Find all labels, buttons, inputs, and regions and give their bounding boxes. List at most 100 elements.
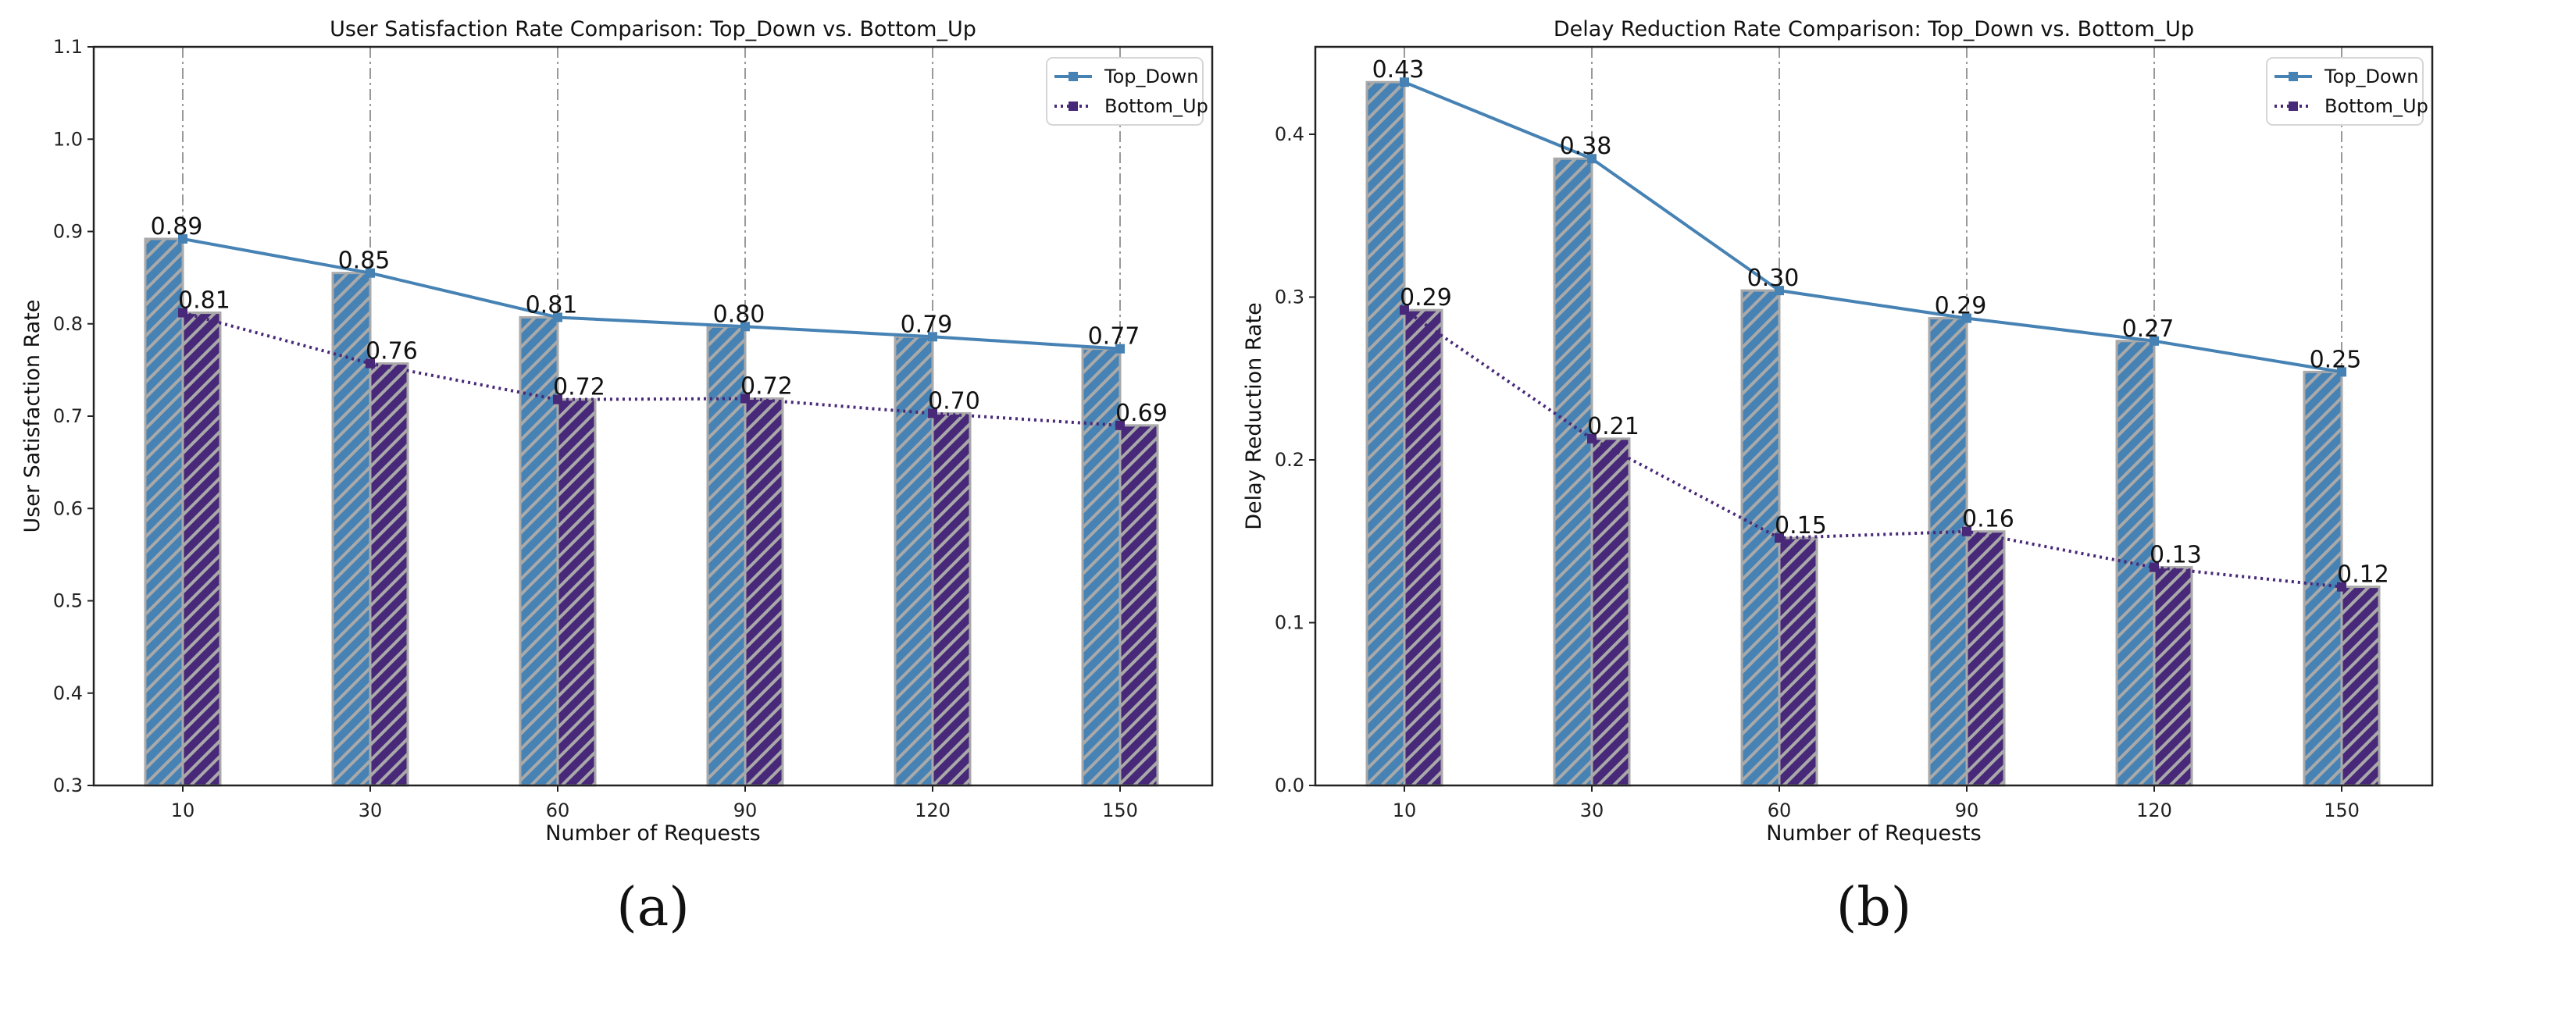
bottom-up-marker xyxy=(1775,533,1784,543)
legend-label: Bottom_Up xyxy=(1104,95,1208,117)
y-tick-label: 0.5 xyxy=(53,590,83,612)
chart-panel-b: 0.43 0.38 0.30 0.29 0.27 0.25 0.29 0.21 0.15 0.16… xyxy=(1242,17,2434,938)
data-label: 0.69 xyxy=(1115,400,1168,427)
bottom-up-bar xyxy=(1778,536,1818,787)
top-down-bar xyxy=(706,325,747,787)
bottom-up-marker xyxy=(178,308,187,318)
legend-marker xyxy=(2289,72,2298,81)
y-tick-label: 0.6 xyxy=(53,497,83,519)
y-tick-label: 0.9 xyxy=(53,221,83,243)
top-down-marker xyxy=(178,233,187,244)
legend: Top_Down Bottom_Up xyxy=(1046,57,1208,126)
data-label: 0.85 xyxy=(338,248,391,275)
bottom-up-bar xyxy=(1965,530,2006,787)
bottom-up-bar xyxy=(931,411,972,787)
legend-marker xyxy=(1069,102,1078,111)
x-tick-label: 150 xyxy=(2324,800,2360,821)
bottom-up-marker xyxy=(1400,305,1409,315)
y-tick-label: 0.2 xyxy=(1275,449,1304,471)
data-label: 0.38 xyxy=(1560,133,1612,160)
bottom-up-marker xyxy=(2337,582,2346,592)
legend-box xyxy=(2266,57,2424,126)
data-label: 0.89 xyxy=(151,213,203,240)
top-down-bar xyxy=(331,272,372,787)
top-down-bar xyxy=(1553,157,1593,787)
legend-label: Top_Down xyxy=(1104,66,1199,87)
data-label: 0.70 xyxy=(928,387,980,415)
x-tick-label: 10 xyxy=(1393,800,1417,821)
bottom-up-bar xyxy=(744,397,784,787)
y-axis-label: User Satisfaction Rate xyxy=(20,299,45,532)
x-tick-label: 150 xyxy=(1102,800,1138,821)
top-down-bar xyxy=(144,237,184,787)
top-down-bar xyxy=(1365,80,1406,787)
legend: Top_Down Bottom_Up xyxy=(2266,57,2428,126)
top-down-marker xyxy=(1400,77,1409,87)
x-tick-label: 60 xyxy=(546,800,570,821)
data-label: 0.79 xyxy=(901,311,953,338)
data-label: 0.81 xyxy=(178,287,230,315)
data-label: 0.12 xyxy=(2337,561,2389,589)
bottom-up-line xyxy=(1403,308,2342,589)
bottom-up-marker xyxy=(366,358,375,369)
data-label: 0.27 xyxy=(2122,315,2175,343)
top-down-marker xyxy=(1115,344,1125,354)
x-axis-label: Number of Requests xyxy=(545,821,760,846)
top-down-bar xyxy=(1081,347,1122,787)
legend-label: Bottom_Up xyxy=(2324,95,2428,117)
x-tick-label: 90 xyxy=(1955,800,1979,821)
chart-panel-a: 0.89 0.85 0.81 0.80 0.79 0.77 0.81 0.76 0.72 0.72… xyxy=(20,17,1214,938)
top-down-bar xyxy=(519,315,559,787)
bottom-up-marker xyxy=(740,394,750,404)
data-label: 0.21 xyxy=(1587,413,1639,440)
x-tick-label: 60 xyxy=(1768,800,1792,821)
y-tick-label: 0.0 xyxy=(1275,775,1304,796)
y-tick-label: 0.8 xyxy=(53,313,83,335)
bottom-up-marker xyxy=(553,394,562,404)
data-label: 0.29 xyxy=(1400,284,1452,312)
top-down-marker xyxy=(740,322,750,332)
bottom-up-bar xyxy=(556,398,597,787)
top-down-marker xyxy=(2337,367,2346,377)
data-label: 0.30 xyxy=(1747,265,1800,292)
legend-marker xyxy=(1069,72,1078,81)
top-down-marker xyxy=(1587,154,1597,164)
bottom-up-bar xyxy=(1403,308,1443,787)
top-down-line xyxy=(1404,80,2342,374)
top-down-bar xyxy=(1740,289,1781,787)
data-label: 0.25 xyxy=(2310,346,2362,373)
data-label: 0.13 xyxy=(2150,542,2202,569)
x-tick-label: 120 xyxy=(915,800,951,821)
data-label: 0.81 xyxy=(526,291,578,319)
x-tick-label: 30 xyxy=(1580,800,1604,821)
legend-label: Top_Down xyxy=(2324,66,2419,87)
bottom-up-marker xyxy=(1962,526,1971,536)
top-down-marker xyxy=(553,312,562,322)
y-tick-label: 0.3 xyxy=(53,775,83,796)
y-tick-label: 0.4 xyxy=(1275,123,1304,145)
data-label: 0.77 xyxy=(1088,323,1140,351)
top-down-marker xyxy=(1962,313,1971,323)
x-tick-label: 10 xyxy=(171,800,195,821)
data-label: 0.15 xyxy=(1775,512,1827,540)
bottom-up-bar xyxy=(2153,566,2193,787)
top-down-marker xyxy=(1775,286,1784,296)
data-label: 0.16 xyxy=(1962,506,2014,533)
data-label: 0.43 xyxy=(1372,56,1425,84)
y-tick-label: 1.0 xyxy=(53,128,83,150)
bottom-up-marker xyxy=(1115,420,1125,430)
bottom-up-bar xyxy=(1590,437,1631,787)
data-label: 0.29 xyxy=(1935,293,1987,320)
top-down-bar xyxy=(1928,317,1968,787)
legend-box xyxy=(1046,57,1204,126)
top-down-marker xyxy=(2150,336,2159,346)
chart-title: Delay Reduction Rate Comparison: Top_Dow… xyxy=(1554,17,2194,41)
top-down-bar xyxy=(894,335,934,787)
data-label: 0.72 xyxy=(553,374,605,401)
y-axis-label: Delay Reduction Rate xyxy=(1242,302,1266,529)
y-tick-label: 1.1 xyxy=(53,36,83,58)
legend-marker xyxy=(2289,102,2298,111)
bottom-up-marker xyxy=(1587,433,1597,443)
y-tick-label: 0.3 xyxy=(1275,286,1304,308)
data-label: 0.76 xyxy=(366,338,418,365)
